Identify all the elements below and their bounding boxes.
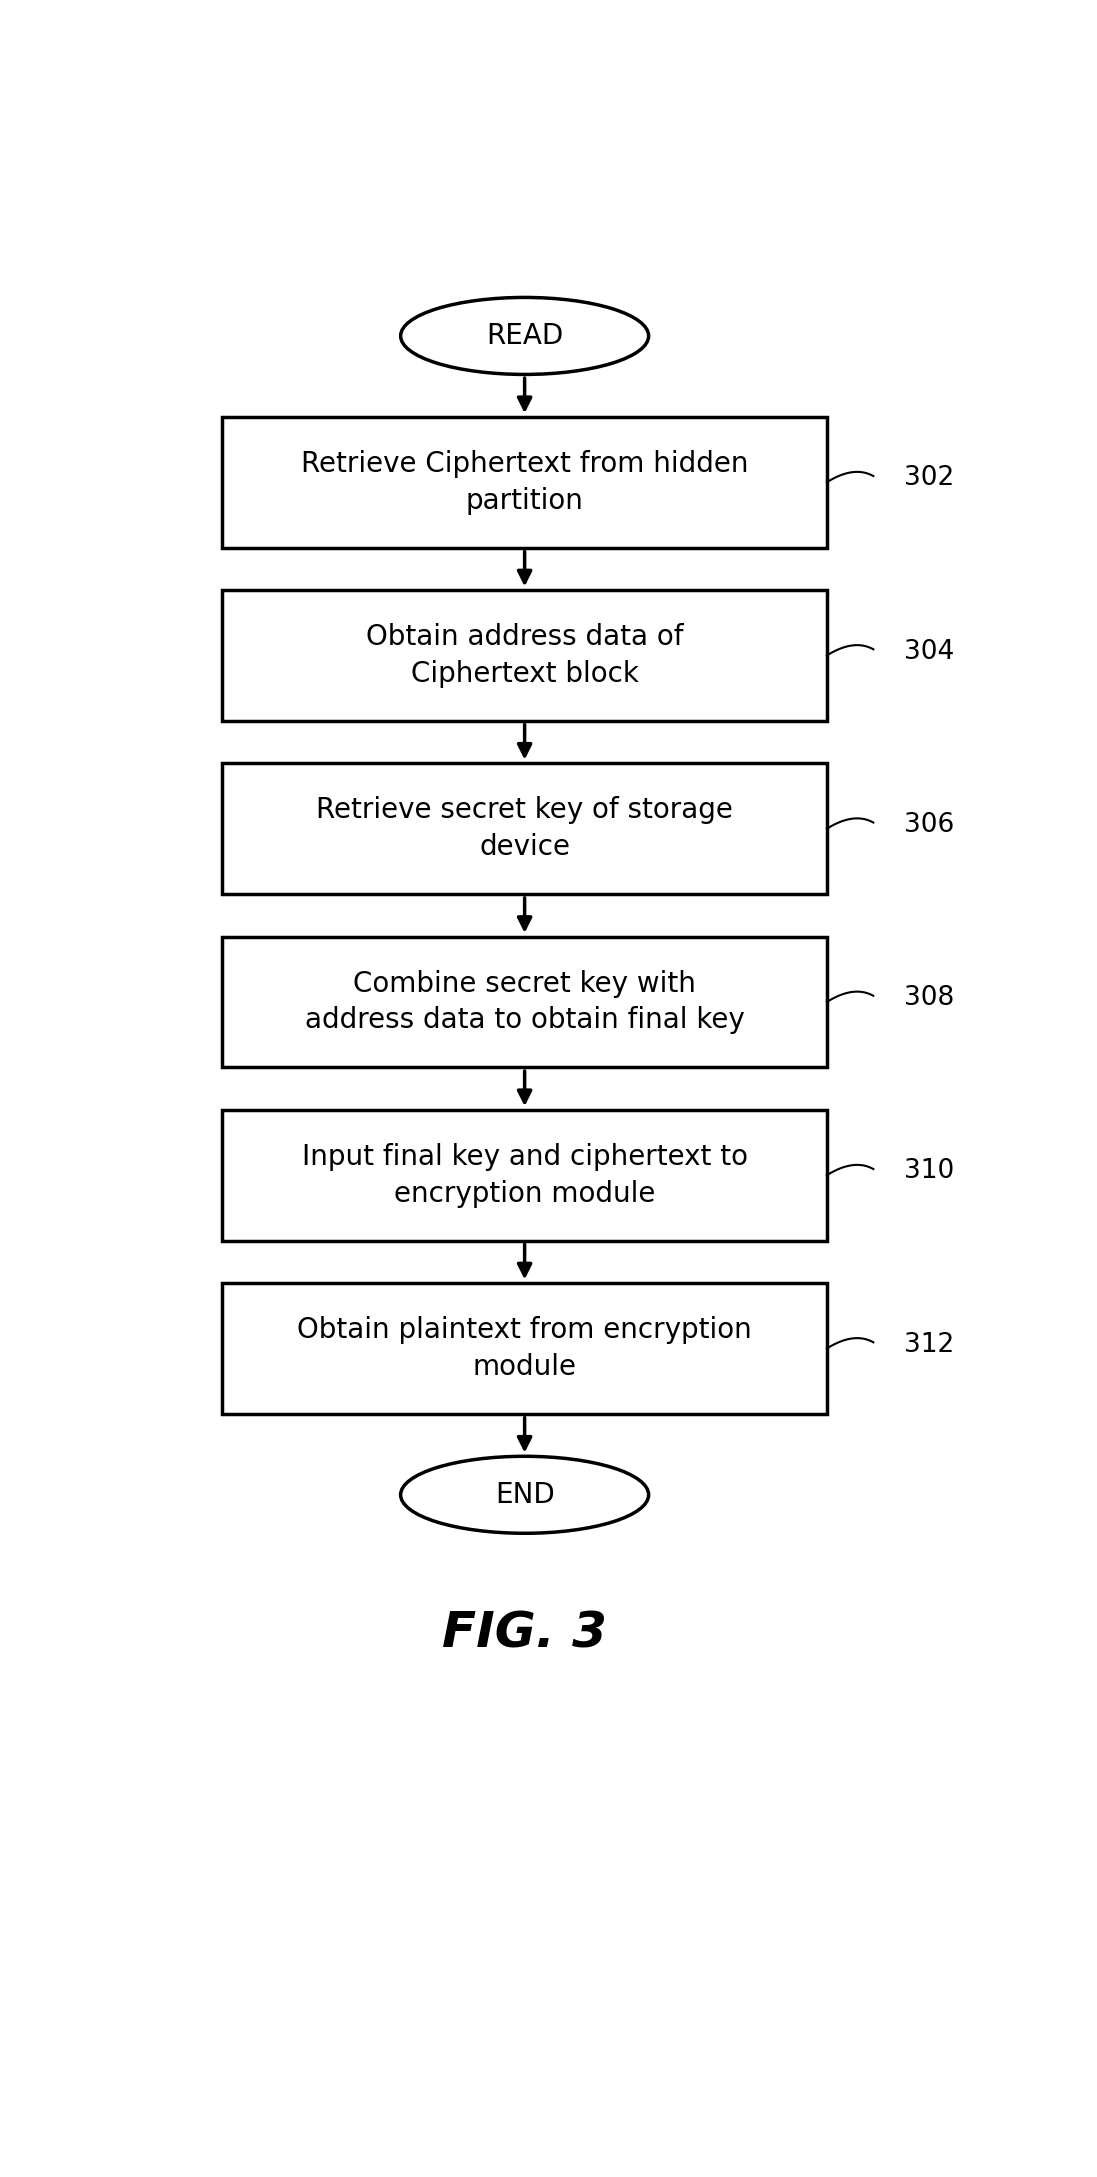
Text: Retrieve Ciphertext from hidden
partition: Retrieve Ciphertext from hidden partitio…	[301, 451, 748, 514]
Text: 306: 306	[904, 812, 954, 838]
Text: FIG. 3: FIG. 3	[442, 1609, 607, 1657]
Text: END: END	[495, 1480, 554, 1509]
Text: 312: 312	[904, 1332, 954, 1358]
Text: 310: 310	[904, 1158, 954, 1184]
Text: 308: 308	[904, 986, 954, 1010]
Text: Retrieve secret key of storage
device: Retrieve secret key of storage device	[316, 797, 733, 862]
Text: Obtain address data of
Ciphertext block: Obtain address data of Ciphertext block	[366, 623, 683, 688]
Bar	[223, 1282, 827, 1413]
Text: 302: 302	[904, 466, 954, 492]
Text: 304: 304	[904, 638, 954, 664]
Text: READ: READ	[486, 322, 563, 350]
Text: Obtain plaintext from encryption
module: Obtain plaintext from encryption module	[297, 1317, 753, 1380]
Bar	[223, 590, 827, 721]
Ellipse shape	[400, 298, 648, 374]
Ellipse shape	[400, 1456, 648, 1533]
Bar	[223, 1110, 827, 1241]
Bar	[223, 416, 827, 549]
Bar	[223, 764, 827, 895]
Text: Input final key and ciphertext to
encryption module: Input final key and ciphertext to encryp…	[302, 1143, 748, 1208]
Text: Combine secret key with
address data to obtain final key: Combine secret key with address data to …	[305, 969, 745, 1034]
Bar	[223, 936, 827, 1067]
